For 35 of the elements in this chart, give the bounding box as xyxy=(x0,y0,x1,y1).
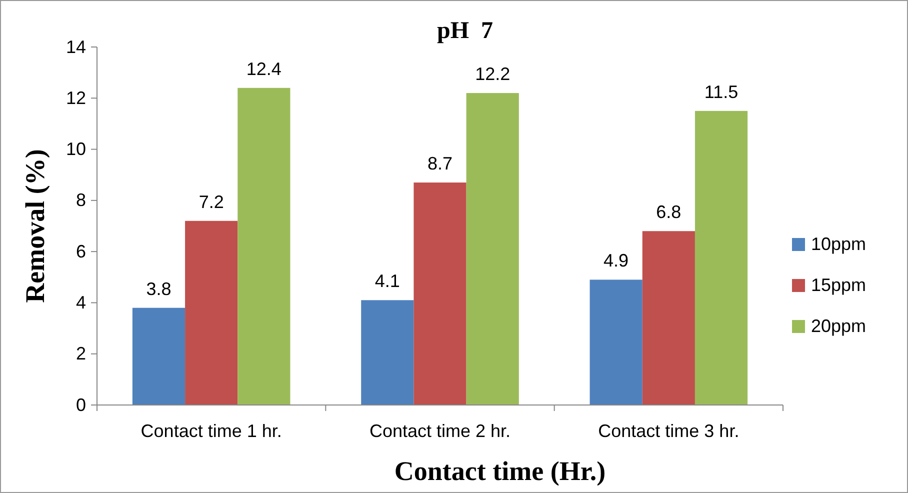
legend-label: 20ppm xyxy=(811,316,866,336)
y-tick-label: 8 xyxy=(76,190,86,210)
data-label: 7.2 xyxy=(198,192,224,212)
bar xyxy=(414,182,466,405)
bar xyxy=(132,308,186,405)
chart-title: pH 7 xyxy=(436,18,494,44)
y-axis-title: Removal (%) xyxy=(20,149,50,303)
data-label: 4.9 xyxy=(604,250,629,271)
bar xyxy=(238,88,290,405)
bar xyxy=(590,280,642,405)
data-label: 4.1 xyxy=(374,271,400,292)
y-tick-label: 6 xyxy=(76,241,86,262)
bar xyxy=(642,231,695,405)
bar xyxy=(361,300,414,405)
bar xyxy=(185,220,238,405)
bar xyxy=(694,110,748,405)
y-tick-label: 4 xyxy=(76,292,86,312)
y-tick-label: 0 xyxy=(76,394,86,415)
data-label: 12.2 xyxy=(475,64,510,84)
x-tick-label: Contact time 1 hr. xyxy=(140,420,282,441)
y-tick-label: 2 xyxy=(76,344,86,364)
x-axis-title: Contact time (Hr.) xyxy=(394,456,606,486)
legend-label: 15ppm xyxy=(811,275,866,295)
y-tick-label: 10 xyxy=(66,139,86,160)
y-tick-label: 12 xyxy=(66,88,86,108)
bar xyxy=(466,93,519,405)
data-label: 8.7 xyxy=(427,154,453,174)
x-tick-label: Contact time 2 hr. xyxy=(369,420,511,441)
legend-label: 10ppm xyxy=(811,234,866,254)
data-label: 6.8 xyxy=(656,202,682,222)
data-label: 11.5 xyxy=(704,82,738,102)
data-label: 12.4 xyxy=(246,58,282,79)
y-tick-label: 14 xyxy=(66,36,86,57)
x-tick-label: Contact time 3 hr. xyxy=(598,420,740,441)
data-label: 3.8 xyxy=(146,278,172,299)
